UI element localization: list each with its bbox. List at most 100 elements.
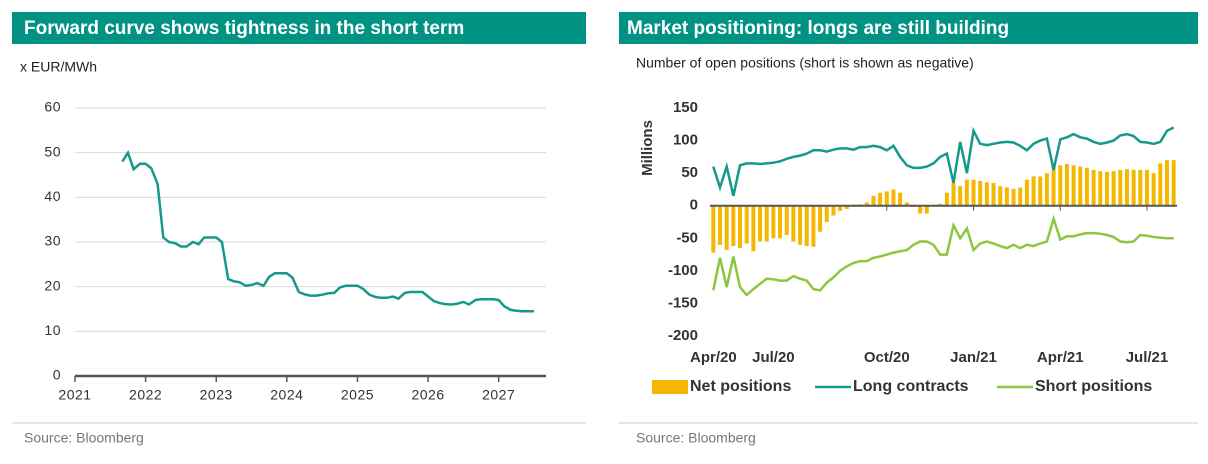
x-tick-label: Jul/20 [752, 349, 795, 366]
bar [711, 205, 716, 253]
bar [1058, 165, 1063, 206]
y-tick-label: -150 [668, 294, 698, 311]
y-tick-label: -200 [668, 327, 698, 344]
bar [1038, 176, 1043, 206]
bar [724, 205, 729, 251]
y-tick-label: 40 [44, 188, 61, 204]
bar [771, 205, 776, 239]
bar [1171, 160, 1176, 206]
bar [838, 205, 843, 211]
legend-label: Short positions [1035, 378, 1152, 395]
source: Source: Bloomberg [24, 430, 144, 446]
bar [818, 205, 823, 232]
x-tick-label: 2022 [129, 387, 162, 403]
bar [844, 205, 849, 209]
bar [778, 205, 783, 239]
bar [891, 189, 896, 206]
bar [958, 186, 963, 206]
header-bar [619, 12, 1198, 44]
y-tick-label: 150 [673, 99, 698, 116]
line [712, 214, 1174, 297]
y-tick-label: 50 [681, 164, 698, 181]
bar [718, 205, 723, 245]
y-tick-label: 30 [44, 233, 61, 249]
bar [978, 180, 983, 206]
bar [811, 205, 816, 247]
y-tick-label: 50 [44, 143, 61, 159]
bar [1111, 171, 1116, 206]
bar [804, 205, 809, 247]
bar [1084, 167, 1089, 206]
bar [1098, 171, 1103, 206]
bar [864, 202, 869, 206]
x-tick-label: 2021 [58, 387, 91, 403]
x-tick-label: Apr/20 [690, 349, 737, 366]
bar [1018, 187, 1023, 206]
bar [731, 205, 736, 247]
header-bar [12, 12, 586, 44]
bar [1104, 171, 1109, 206]
line [712, 126, 1175, 197]
y-tick-label: -50 [676, 229, 698, 246]
bar [1158, 163, 1163, 206]
bar [1044, 173, 1049, 206]
bar [878, 192, 883, 206]
bar [898, 192, 903, 206]
bar [831, 205, 836, 216]
y-tick-label: -100 [668, 262, 698, 279]
bar [1164, 160, 1169, 206]
bar [1064, 164, 1069, 206]
bar [871, 195, 876, 206]
x-tick-label: 2027 [482, 387, 515, 403]
y-tick-label: 0 [53, 367, 61, 383]
bar [1004, 187, 1009, 206]
bar [991, 182, 996, 206]
bar [1118, 169, 1123, 206]
bar [751, 205, 756, 252]
line [121, 149, 534, 313]
bar [998, 186, 1003, 206]
bar [738, 205, 743, 249]
y-tick-label: 10 [44, 322, 61, 338]
bar [964, 179, 969, 206]
x-tick-label: 2025 [341, 387, 374, 403]
bar [758, 205, 763, 242]
x-tick-label: Oct/20 [864, 349, 910, 366]
bar [884, 191, 889, 206]
source: Source: Bloomberg [636, 430, 756, 446]
bar [1124, 169, 1129, 206]
y-tick-label: 100 [673, 132, 698, 149]
chart-title: Forward curve shows tightness in the sho… [24, 18, 464, 39]
y-tick-label: 60 [44, 99, 61, 115]
bar [971, 179, 976, 206]
bar [1138, 169, 1143, 206]
y-axis-label: Millions [639, 120, 656, 176]
bar [984, 182, 989, 206]
bar [1144, 169, 1149, 206]
bar [924, 205, 929, 214]
bar [824, 205, 829, 222]
legend-label: Long contracts [853, 378, 969, 395]
bar [1151, 173, 1156, 206]
bar [791, 205, 796, 242]
x-tick-label: Jul/21 [1126, 349, 1169, 366]
bar [1131, 169, 1136, 206]
chart-title: Market positioning: longs are still buil… [627, 18, 1009, 39]
bar [744, 205, 749, 244]
bar [944, 192, 949, 206]
y-tick-label: 20 [44, 277, 61, 293]
legend-swatch [652, 380, 688, 394]
y-axis-label: x EUR/MWh [20, 59, 97, 75]
bar [1078, 166, 1083, 206]
bar [951, 182, 956, 206]
bar [904, 202, 909, 206]
bar [784, 205, 789, 236]
y-tick-label: 0 [690, 197, 698, 214]
bar [1051, 166, 1056, 206]
bar [798, 205, 803, 245]
bar [1011, 188, 1016, 206]
x-tick-label: 2023 [200, 387, 233, 403]
subtitle: Number of open positions (short is shown… [636, 55, 974, 71]
bar [1031, 176, 1036, 206]
